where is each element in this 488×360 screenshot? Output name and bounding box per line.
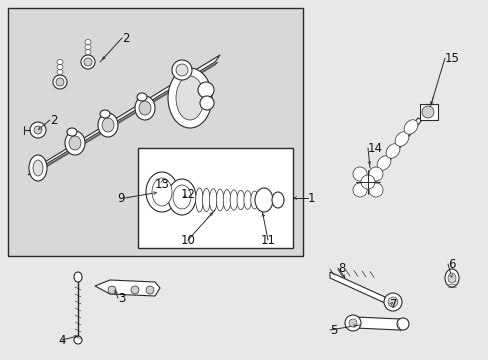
Ellipse shape bbox=[172, 60, 192, 80]
Text: 2: 2 bbox=[50, 113, 58, 126]
Ellipse shape bbox=[53, 75, 67, 89]
Ellipse shape bbox=[250, 191, 258, 209]
Polygon shape bbox=[329, 272, 384, 303]
Ellipse shape bbox=[254, 188, 272, 212]
Text: 14: 14 bbox=[367, 141, 382, 154]
Text: 11: 11 bbox=[260, 234, 275, 247]
Text: 10: 10 bbox=[180, 234, 195, 247]
Polygon shape bbox=[95, 280, 160, 296]
Ellipse shape bbox=[85, 45, 91, 49]
Ellipse shape bbox=[146, 172, 178, 212]
Ellipse shape bbox=[131, 286, 139, 294]
Text: 9: 9 bbox=[117, 192, 125, 204]
Ellipse shape bbox=[173, 185, 191, 209]
Ellipse shape bbox=[57, 64, 63, 69]
Ellipse shape bbox=[368, 167, 382, 181]
Ellipse shape bbox=[195, 188, 203, 212]
Ellipse shape bbox=[168, 179, 196, 215]
Ellipse shape bbox=[85, 40, 91, 45]
Ellipse shape bbox=[74, 272, 82, 282]
Ellipse shape bbox=[367, 168, 381, 182]
Text: 1: 1 bbox=[307, 192, 315, 204]
Ellipse shape bbox=[223, 189, 230, 211]
Ellipse shape bbox=[176, 76, 203, 120]
Ellipse shape bbox=[348, 319, 356, 327]
Text: 7: 7 bbox=[389, 298, 397, 311]
Ellipse shape bbox=[386, 144, 399, 158]
Polygon shape bbox=[28, 55, 220, 175]
Ellipse shape bbox=[57, 59, 63, 64]
Ellipse shape bbox=[67, 128, 77, 136]
Ellipse shape bbox=[271, 192, 284, 208]
Text: 4: 4 bbox=[58, 333, 65, 346]
Text: 15: 15 bbox=[444, 51, 459, 64]
Ellipse shape bbox=[56, 78, 64, 86]
Ellipse shape bbox=[176, 64, 187, 76]
Ellipse shape bbox=[216, 189, 224, 211]
Polygon shape bbox=[38, 62, 218, 172]
Text: 3: 3 bbox=[118, 292, 125, 305]
Ellipse shape bbox=[168, 68, 212, 128]
Ellipse shape bbox=[447, 273, 455, 283]
Ellipse shape bbox=[34, 126, 42, 134]
Polygon shape bbox=[354, 317, 404, 330]
Ellipse shape bbox=[69, 136, 81, 150]
Ellipse shape bbox=[209, 189, 217, 211]
Text: 12: 12 bbox=[180, 189, 195, 202]
Ellipse shape bbox=[352, 167, 366, 181]
Ellipse shape bbox=[146, 286, 154, 294]
Text: 5: 5 bbox=[329, 324, 337, 337]
Ellipse shape bbox=[237, 190, 244, 210]
Ellipse shape bbox=[98, 113, 118, 137]
Ellipse shape bbox=[33, 160, 43, 176]
Ellipse shape bbox=[30, 122, 46, 138]
Ellipse shape bbox=[65, 131, 85, 155]
Ellipse shape bbox=[108, 286, 116, 294]
Ellipse shape bbox=[137, 93, 147, 101]
Ellipse shape bbox=[387, 297, 397, 307]
Ellipse shape bbox=[29, 155, 47, 181]
Text: 2: 2 bbox=[122, 31, 129, 45]
Ellipse shape bbox=[376, 156, 390, 170]
Ellipse shape bbox=[135, 96, 155, 120]
Ellipse shape bbox=[139, 101, 151, 115]
Ellipse shape bbox=[368, 183, 382, 197]
Ellipse shape bbox=[84, 58, 92, 66]
Bar bbox=[419, 104, 437, 120]
Ellipse shape bbox=[85, 49, 91, 54]
Ellipse shape bbox=[396, 318, 408, 330]
Ellipse shape bbox=[444, 269, 458, 287]
Ellipse shape bbox=[383, 293, 401, 311]
Ellipse shape bbox=[152, 178, 172, 206]
Ellipse shape bbox=[394, 132, 408, 146]
Text: 6: 6 bbox=[447, 257, 454, 270]
Ellipse shape bbox=[198, 82, 214, 98]
Ellipse shape bbox=[74, 336, 82, 344]
Polygon shape bbox=[369, 118, 421, 180]
Ellipse shape bbox=[57, 69, 63, 75]
Ellipse shape bbox=[100, 110, 110, 118]
Ellipse shape bbox=[360, 175, 374, 189]
Ellipse shape bbox=[345, 315, 360, 331]
Ellipse shape bbox=[230, 190, 237, 210]
Ellipse shape bbox=[421, 106, 433, 118]
Bar bbox=[8, 8, 303, 256]
Ellipse shape bbox=[403, 120, 417, 134]
Ellipse shape bbox=[81, 55, 95, 69]
Ellipse shape bbox=[102, 118, 114, 132]
Text: 8: 8 bbox=[337, 261, 345, 274]
Ellipse shape bbox=[244, 191, 251, 210]
Text: 13: 13 bbox=[154, 179, 169, 192]
Ellipse shape bbox=[202, 188, 210, 212]
Ellipse shape bbox=[200, 96, 214, 110]
Ellipse shape bbox=[352, 183, 366, 197]
Bar bbox=[138, 148, 292, 248]
